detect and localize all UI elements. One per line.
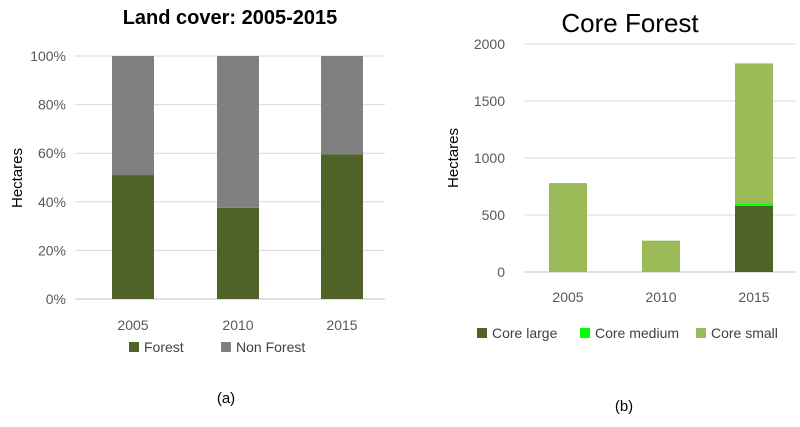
legend-label: Core large [492, 325, 558, 341]
y-tick-label: 0% [46, 291, 66, 307]
chart-b-bars [549, 63, 773, 272]
legend-label: Non Forest [236, 339, 305, 355]
chart-b-x-ticks: 2005 2010 2015 [552, 289, 769, 305]
bar-segment-core-large [735, 205, 773, 272]
bar-segment-core-small [735, 63, 773, 204]
y-tick-label: 100% [30, 48, 66, 64]
y-tick-label: 80% [38, 97, 66, 113]
bar-segment-core-small [549, 183, 587, 272]
x-tick-label: 2010 [645, 289, 676, 305]
legend-swatch [129, 342, 139, 352]
chart-a-caption: (a) [217, 390, 235, 407]
chart-b-caption: (b) [615, 398, 633, 415]
legend-swatch [580, 328, 590, 338]
bar-segment-forest [321, 154, 363, 299]
chart-b-y-ticks: 0 500 1000 1500 2000 [474, 36, 505, 280]
x-tick-label: 2005 [552, 289, 583, 305]
chart-a-title: Land cover: 2005-2015 [123, 7, 338, 29]
chart-b-title: Core Forest [561, 8, 699, 38]
legend-swatch [221, 342, 231, 352]
chart-a-bars [112, 56, 363, 299]
chart-a-y-ticks: 0% 20% 40% 60% 80% 100% [30, 48, 66, 307]
bar-segment-non-forest [321, 56, 363, 155]
bar-segment-non-forest [217, 56, 259, 208]
y-tick-label: 60% [38, 145, 66, 161]
y-tick-label: 20% [38, 242, 66, 258]
chart-b-y-axis-label: Hectares [445, 128, 462, 188]
legend-swatch [477, 328, 487, 338]
y-tick-label: 500 [482, 207, 506, 223]
x-tick-label: 2015 [326, 317, 357, 333]
chart-a-y-axis-label: Hectares [9, 148, 26, 208]
y-tick-label: 2000 [474, 36, 505, 52]
chart-b: Core Forest Hectares 0 500 1000 1500 2000 20… [445, 8, 795, 415]
y-tick-label: 1000 [474, 150, 505, 166]
bar-segment-forest [217, 207, 259, 299]
chart-b-legend: Core large Core medium Core small [477, 325, 778, 341]
legend-label: Core small [711, 325, 778, 341]
x-tick-label: 2005 [117, 317, 148, 333]
bar-segment-non-forest [112, 56, 154, 176]
bar-segment-core-medium [735, 203, 773, 206]
y-tick-label: 1500 [474, 93, 505, 109]
legend-label: Forest [144, 339, 184, 355]
y-tick-label: 40% [38, 194, 66, 210]
legend-swatch [696, 328, 706, 338]
chart-a-legend: Forest Non Forest [129, 339, 305, 355]
y-tick-label: 0 [497, 264, 505, 280]
chart-a: Land cover: 2005-2015 Hectares 0% 20% 40% 6… [9, 7, 385, 407]
bar-segment-forest [112, 175, 154, 299]
legend-label: Core medium [595, 325, 679, 341]
chart-a-x-ticks: 2005 2010 2015 [117, 317, 357, 333]
bar-segment-core-small [642, 240, 680, 272]
x-tick-label: 2010 [222, 317, 253, 333]
x-tick-label: 2015 [738, 289, 769, 305]
